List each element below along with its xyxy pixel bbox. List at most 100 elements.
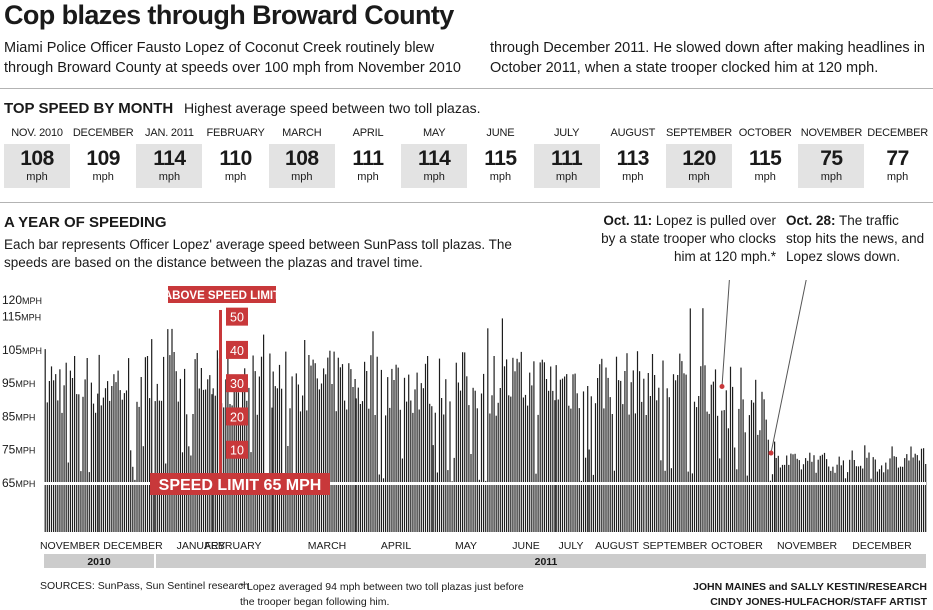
speed-bar xyxy=(200,368,202,532)
speed-bar xyxy=(142,446,144,532)
speed-bar xyxy=(649,396,651,532)
speed-bar xyxy=(609,397,611,532)
speed-bar xyxy=(214,395,216,532)
year-bar-2010 xyxy=(44,554,154,568)
above-limit-tick: 20 xyxy=(230,410,244,424)
speed-bar xyxy=(802,464,805,532)
annotation-oct28-text: The traffic stop hits the news, and Lope… xyxy=(786,213,925,264)
month-speed-value: 115 xyxy=(748,147,782,170)
speed-bar xyxy=(543,362,545,532)
speed-bar xyxy=(335,411,337,532)
speed-bar xyxy=(891,446,893,532)
speed-bar xyxy=(878,469,881,532)
speed-bar xyxy=(314,363,316,532)
speed-bar xyxy=(777,455,779,532)
speed-bar xyxy=(281,388,283,532)
speed-bar xyxy=(512,357,514,532)
speed-bar xyxy=(691,473,693,532)
speed-bar xyxy=(685,374,687,532)
speed-bar xyxy=(738,408,740,532)
speed-bar xyxy=(113,374,115,532)
month-name: DECEMBER xyxy=(72,127,134,139)
speed-bar xyxy=(775,458,777,532)
speed-bar xyxy=(753,402,755,532)
speed-bar xyxy=(169,355,171,532)
speed-bar xyxy=(276,388,278,532)
month-speed-value: 77 xyxy=(886,147,909,170)
speed-bar xyxy=(443,414,445,532)
speed-bar xyxy=(550,366,552,532)
speed-bar xyxy=(897,467,899,532)
speed-bar xyxy=(374,415,376,532)
divider-middle xyxy=(0,202,933,203)
speed-bar xyxy=(734,447,736,532)
speed-bar xyxy=(634,413,636,532)
speed-bar xyxy=(278,364,281,532)
speed-bar xyxy=(651,354,654,532)
speed-bar xyxy=(779,467,781,532)
speed-bar xyxy=(246,400,248,532)
speed-bar xyxy=(115,382,117,532)
x-month-label: SEPTEMBER xyxy=(643,540,708,552)
speed-bar xyxy=(834,472,836,532)
speed-bar xyxy=(320,383,323,532)
speed-bar xyxy=(660,460,662,532)
speed-bar xyxy=(698,396,700,532)
month-name: MARCH xyxy=(282,127,322,139)
speed-bar xyxy=(503,366,506,532)
month-name: NOV. 2010 xyxy=(11,127,63,139)
x-month-label: APRIL xyxy=(381,540,412,552)
month-name: NOVEMBER xyxy=(800,127,863,139)
month-name: JULY xyxy=(553,127,580,139)
speed-bar xyxy=(84,379,86,532)
speed-bar xyxy=(807,460,809,532)
speed-bar xyxy=(554,400,556,532)
x-month-label: OCTOBER xyxy=(711,540,763,552)
speed-bar xyxy=(55,374,57,532)
speed-bar xyxy=(666,388,668,532)
above-limit-tick-bg xyxy=(226,340,248,359)
month-speed-box: 108 mph xyxy=(268,144,335,188)
speed-bar xyxy=(641,401,643,532)
speed-bar xyxy=(316,378,318,532)
month-name: AUGUST xyxy=(610,127,656,139)
speed-bar xyxy=(470,454,472,532)
speed-bar xyxy=(333,351,335,532)
speed-bar xyxy=(53,380,55,532)
speed-bar xyxy=(868,452,870,532)
speed-bar xyxy=(830,470,832,532)
speed-bar xyxy=(406,401,408,532)
sources: SOURCES: SunPass, Sun Sentinel research xyxy=(40,580,249,592)
speed-bar xyxy=(485,480,487,532)
speed-bar xyxy=(323,368,325,532)
speed-bar xyxy=(495,415,497,532)
speed-bar xyxy=(109,400,111,532)
speed-bar xyxy=(179,378,181,532)
footnote: * Lopez averaged 94 mph between two toll… xyxy=(240,581,524,608)
speed-bar xyxy=(681,361,683,532)
speed-bar xyxy=(422,388,424,532)
month-speed-box: 111 mph xyxy=(533,144,600,188)
speed-bar xyxy=(872,457,874,532)
speed-bar xyxy=(533,361,535,532)
speed-bar xyxy=(531,385,533,532)
x-month-label: DECEMBER xyxy=(103,540,163,552)
speed-bar xyxy=(451,481,453,532)
speed-bar xyxy=(59,369,61,532)
speed-bar xyxy=(132,466,134,532)
speed-bar xyxy=(568,405,570,532)
month-speed-box: 77 mph xyxy=(865,144,931,188)
speed-bar xyxy=(90,382,92,532)
month-speed-value: 115 xyxy=(484,147,517,170)
month-speed-box: 114 mph xyxy=(401,144,468,188)
speed-bar xyxy=(125,390,128,532)
speed-bar xyxy=(378,474,380,532)
speed-bar xyxy=(603,408,605,532)
speed-bar xyxy=(794,453,796,532)
speed-bar xyxy=(908,460,910,532)
speed-bar xyxy=(736,469,738,532)
speed-bar xyxy=(541,359,543,532)
speed-bar xyxy=(117,370,119,532)
speed-bar xyxy=(916,455,918,532)
speed-bar xyxy=(339,367,341,532)
